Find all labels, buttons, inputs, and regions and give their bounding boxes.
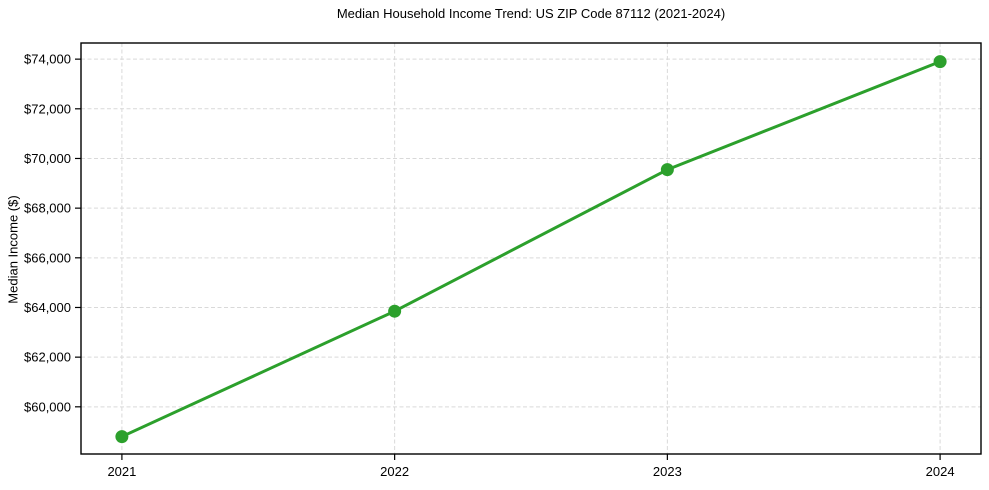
y-tick-label: $68,000 xyxy=(24,201,71,216)
y-tick-label: $72,000 xyxy=(24,101,71,116)
y-tick-label: $62,000 xyxy=(24,350,71,365)
y-tick-label: $70,000 xyxy=(24,151,71,166)
y-tick-label: $66,000 xyxy=(24,250,71,265)
data-point xyxy=(933,55,947,69)
x-tick-label: 2023 xyxy=(653,464,682,479)
y-tick-label: $64,000 xyxy=(24,300,71,315)
y-tick-label: $60,000 xyxy=(24,399,71,414)
trend-line xyxy=(120,60,942,439)
plot-border xyxy=(80,42,982,455)
y-tick-label: $74,000 xyxy=(24,52,71,67)
data-point xyxy=(388,304,402,318)
y-axis-title: Median Income ($) xyxy=(5,195,21,304)
x-tick-label: 2021 xyxy=(107,464,136,479)
data-point xyxy=(660,163,674,177)
x-tick-label: 2024 xyxy=(926,464,955,479)
chart-title: Median Household Income Trend: US ZIP Co… xyxy=(336,6,726,21)
x-tick-label: 2022 xyxy=(380,464,409,479)
data-point xyxy=(115,430,129,444)
